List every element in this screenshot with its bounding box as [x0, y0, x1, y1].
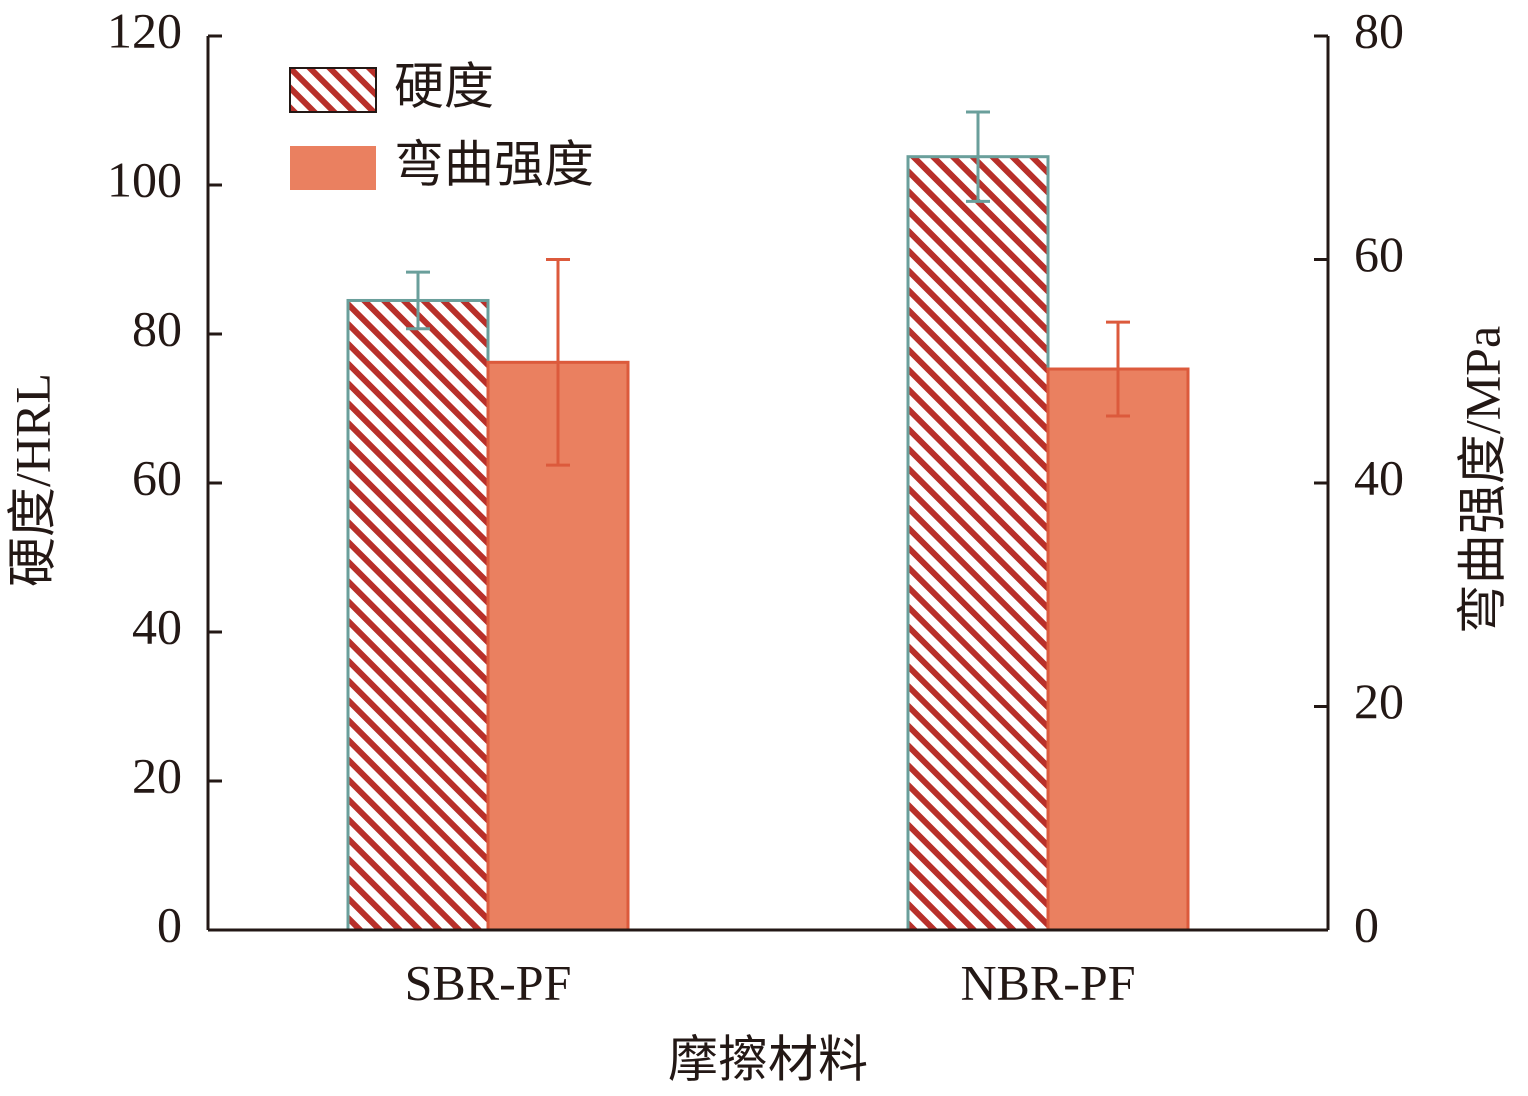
y2-tick-label: 60 [1354, 226, 1404, 282]
legend-swatch [289, 67, 377, 113]
bar [906, 155, 1050, 932]
x-tick-label: SBR-PF [405, 954, 572, 1010]
legend-label: 弯曲强度 [394, 136, 594, 192]
x-axis-title: 摩擦材料 [668, 1031, 868, 1087]
y-tick-label: 40 [132, 598, 182, 654]
x-tick-label: NBR-PF [960, 954, 1135, 1010]
y2-axis-title: 弯曲强度/MPa [1454, 326, 1510, 634]
y-tick-label: 0 [157, 896, 182, 952]
y2-tick-label: 0 [1354, 896, 1379, 952]
bar [1046, 367, 1190, 932]
bar [346, 298, 490, 932]
legend-swatch [290, 146, 376, 190]
y2-tick-label: 20 [1354, 673, 1404, 729]
y-tick-label: 20 [132, 747, 182, 803]
y-tick-label: 120 [107, 2, 182, 58]
legend-label: 硬度 [394, 58, 494, 114]
y-tick-label: 60 [132, 449, 182, 505]
y2-tick-label: 80 [1354, 2, 1404, 58]
y-tick-label: 80 [132, 300, 182, 356]
y-tick-label: 100 [107, 151, 182, 207]
y-axis-title: 硬度/HRL [4, 373, 60, 587]
y2-tick-label: 40 [1354, 449, 1404, 505]
